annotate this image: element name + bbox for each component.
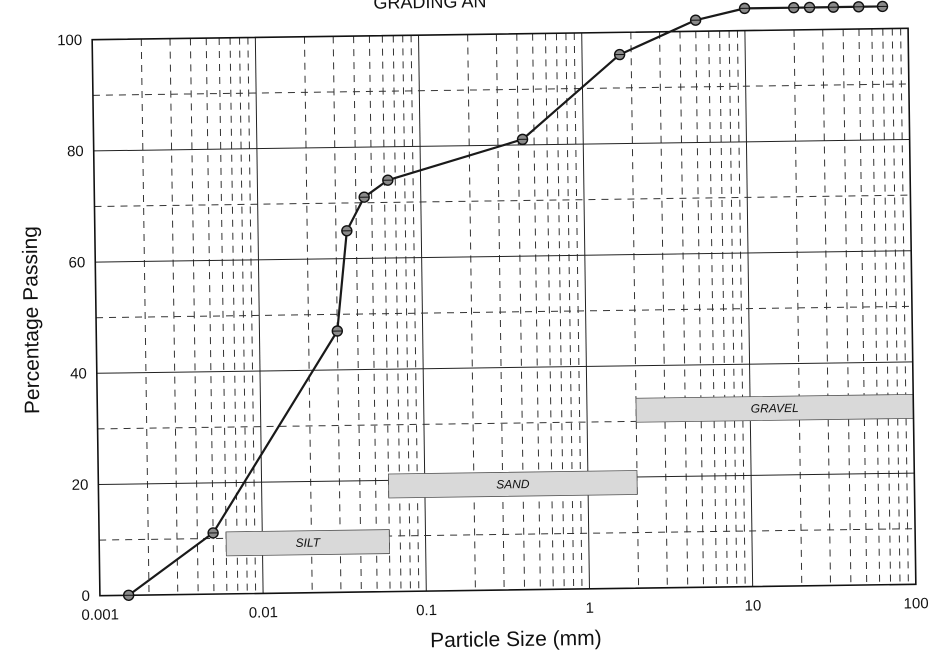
zone-label-sand: SAND [496,477,530,491]
grid-line-minor-x [793,29,803,586]
series-line [128,5,883,597]
grid-line-minor-y [96,305,912,319]
soil-zones: SILT SAND GRAVEL [225,393,914,557]
grid-line-minor-x [545,33,554,590]
plot-frame [91,27,917,597]
x-tick-label: 0.01 [249,604,278,621]
zone-label-gravel: GRAVEL [751,401,799,416]
grid-line-minor-y [99,528,916,541]
grid-line-minor-x [842,29,852,586]
grid-line-minor-x [882,28,892,585]
y-tick-label: 100 [57,32,82,49]
grid-line-minor-y [92,83,909,96]
grid [92,28,916,595]
x-tick-label: 0.1 [416,602,437,619]
grid-line-minor-x [140,39,150,595]
zone-box-sand [388,470,638,499]
grid-line-major-y [95,250,912,263]
y-tick-label: 40 [70,365,87,382]
y-axis-title: Percentage Passing [19,226,45,414]
grid-line-minor-x [736,30,746,587]
y-tick-label: 60 [68,254,85,271]
grid-line-major-x [254,37,264,594]
grid-line-minor-x [402,35,411,592]
grid-line-minor-x [169,38,179,595]
grid-line-minor-x [659,31,668,588]
grid-line-minor-x [728,30,738,587]
grid-line-minor-x [332,36,342,593]
y-tick-label: 20 [72,477,89,494]
grid-line-minor-x [189,38,199,595]
tick-labels: 0.001 0.01 0.1 1 10 100 0 20 40 60 80 100 [57,32,929,624]
series [122,0,889,601]
grid-line-minor-y [94,194,911,208]
x-axis-title: Particle Size (mm) [430,627,602,652]
grid-line-major-x [581,32,590,589]
chart-title: GRADING AN [373,0,486,13]
grid-line-minor-x [205,38,215,595]
x-tick-label: 100 [903,595,928,612]
zone-box-silt [225,529,390,557]
grid-line-minor-x [891,28,901,585]
grid-line-minor-x [555,33,565,590]
x-tick-label: 1 [585,600,594,617]
grid-line-minor-x [871,28,881,585]
x-tick-label: 0.001 [81,606,119,624]
grid-line-minor-x [229,37,239,594]
grid-line-minor-x [247,37,257,594]
grid-line-minor-x [218,37,228,594]
zone-label-silt: SILT [295,536,321,550]
grid-line-major-y [96,361,913,374]
grid-line-minor-x [532,33,541,590]
grid-line-minor-x [516,33,526,590]
grid-line-minor-x [467,34,476,591]
grid-line-minor-x [858,29,868,585]
y-tick-label: 80 [67,143,84,160]
y-tick-label: 0 [81,588,90,605]
x-tick-label: 10 [744,597,761,614]
